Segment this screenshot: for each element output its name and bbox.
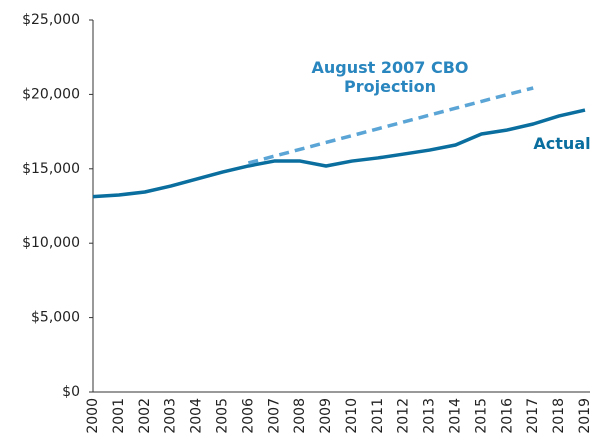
annotation: August 2007 CBO Projection	[311, 58, 469, 96]
y-tick-label: $0	[62, 384, 80, 400]
x-tick-label: 2003	[163, 398, 179, 434]
x-tick-label: 2014	[448, 398, 464, 434]
y-tick-label: $5,000	[31, 310, 80, 326]
y-tick-label: $10,000	[22, 235, 80, 251]
x-tick-label: 2017	[525, 398, 541, 434]
y-tick-label: $25,000	[22, 12, 80, 28]
x-tick-label: 2008	[292, 398, 308, 434]
x-tick-label: 2001	[111, 398, 127, 434]
x-tick-label: 2018	[551, 398, 567, 434]
x-tick-label: 2010	[344, 398, 360, 434]
y-tick-label: $20,000	[22, 86, 80, 102]
x-tick-label: 2007	[266, 398, 282, 434]
x-tick-label: 2016	[499, 398, 515, 434]
y-tick-label: $15,000	[22, 161, 80, 177]
x-tick-label: 2019	[577, 398, 593, 434]
x-tick-label: 2004	[189, 398, 205, 434]
x-tick-label: 2015	[473, 398, 489, 434]
x-tick-label: 2002	[137, 398, 153, 434]
x-tick-label: 2009	[318, 398, 334, 434]
x-tick-label: 2013	[422, 398, 438, 434]
x-tick-label: 2012	[396, 398, 412, 434]
x-tick-label: 2011	[370, 398, 386, 434]
x-tick-label: 2006	[240, 398, 256, 434]
x-tick-label: 2005	[214, 398, 230, 434]
series-line	[247, 86, 534, 165]
x-tick-label: 2000	[85, 398, 101, 434]
annotation: Actual	[533, 134, 591, 153]
series-line	[92, 108, 586, 199]
